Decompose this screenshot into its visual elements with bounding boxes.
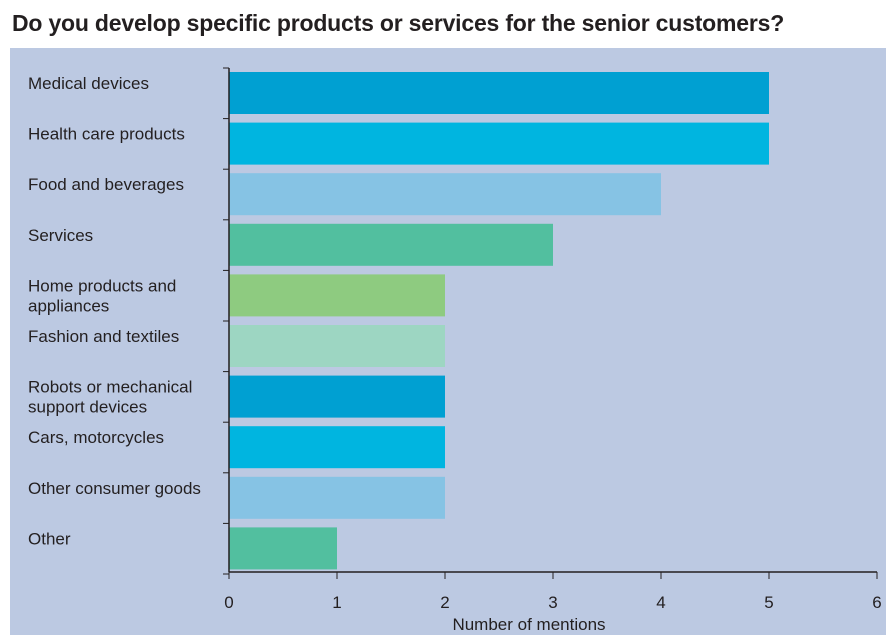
category-label: Cars, motorcycles <box>28 428 164 447</box>
title-bar: Do you develop specific products or serv… <box>0 0 886 48</box>
category-label: Medical devices <box>28 74 149 93</box>
chart-title: Do you develop specific products or serv… <box>12 10 785 36</box>
category-label: Robots or mechanical support devices <box>28 378 192 417</box>
category-label: Services <box>28 226 93 245</box>
bar <box>229 426 445 469</box>
x-tick-label: 2 <box>440 593 449 612</box>
bar <box>229 476 445 519</box>
category-label: Home products and appliances <box>28 276 176 315</box>
bar <box>229 325 445 367</box>
category-label: Health care products <box>28 125 185 144</box>
category-label: Other consumer goods <box>28 479 201 498</box>
x-tick-label: 3 <box>548 593 557 612</box>
x-tick-label: 6 <box>872 593 881 612</box>
bar <box>229 72 769 114</box>
x-tick-label: 5 <box>764 593 773 612</box>
x-tick-label: 1 <box>332 593 341 612</box>
bar <box>229 527 337 570</box>
bar <box>229 375 445 418</box>
category-label: Fashion and textiles <box>28 327 179 346</box>
x-tick-label: 4 <box>656 593 665 612</box>
bar <box>229 173 661 216</box>
x-tick-label: 0 <box>224 593 233 612</box>
bar <box>229 274 445 317</box>
bar <box>229 223 553 266</box>
category-label: Food and beverages <box>28 175 184 194</box>
category-label: Other <box>28 529 71 548</box>
bar <box>229 122 769 165</box>
x-axis-title: Number of mentions <box>452 615 605 634</box>
